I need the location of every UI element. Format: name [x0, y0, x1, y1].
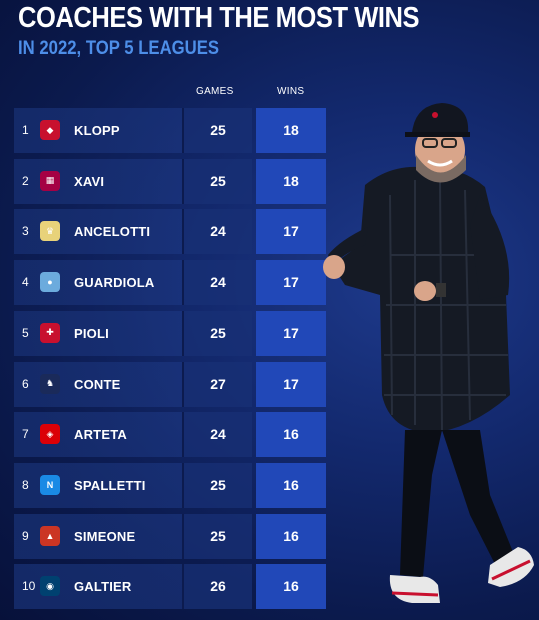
table-row: 6 ♞ CONTE 27 17 [14, 361, 326, 407]
coach-cell: 10 ◉ GALTIER [14, 564, 184, 610]
coach-cell: 4 ● GUARDIOLA [14, 260, 184, 306]
wins-cell: 16 [256, 513, 326, 559]
wins-value: 16 [283, 527, 299, 544]
games-value: 25 [210, 476, 226, 493]
column-header-games: GAMES [196, 86, 234, 97]
games-cell: 25 [184, 513, 252, 559]
games-cell: 25 [184, 462, 252, 508]
table-row: 10 ◉ GALTIER 26 16 [14, 564, 326, 610]
napoli-crest-icon: N [40, 474, 60, 495]
table-row: 3 ♛ ANCELOTTI 24 17 [14, 209, 326, 255]
table-row: 9 ▲ SIMEONE 25 16 [14, 513, 326, 559]
coach-cell: 1 ◆ KLOPP [14, 108, 184, 153]
wins-value: 18 [283, 172, 299, 189]
page-subtitle: IN 2022, TOP 5 LEAGUES [18, 38, 220, 59]
wins-cell: 16 [256, 412, 326, 458]
wins-cell: 17 [256, 209, 326, 255]
coach-name: PIOLI [74, 325, 109, 341]
games-value: 24 [210, 223, 226, 240]
rank-label: 1 [22, 123, 29, 137]
table-row: 5 ✚ PIOLI 25 17 [14, 310, 326, 356]
games-value: 24 [210, 426, 226, 443]
games-cell: 27 [184, 361, 252, 407]
coach-name: CONTE [74, 376, 121, 392]
rank-label: 9 [22, 528, 29, 543]
rank-label: 5 [22, 325, 29, 340]
wins-value: 17 [283, 274, 299, 291]
games-cell: 25 [184, 158, 252, 204]
coach-name: ANCELOTTI [74, 224, 151, 240]
coach-cell: 2 ▦ XAVI [14, 158, 184, 204]
wins-value: 16 [283, 426, 299, 443]
ac-milan-crest-icon: ✚ [40, 322, 60, 343]
wins-cell: 17 [256, 260, 326, 306]
coach-name: GUARDIOLA [74, 275, 155, 291]
rank-label: 4 [22, 275, 29, 290]
coach-name: XAVI [74, 173, 105, 189]
man-city-crest-icon: ● [40, 272, 60, 293]
table-row: 7 ◈ ARTETA 24 16 [14, 412, 326, 458]
wins-cell: 16 [256, 564, 326, 610]
games-value: 27 [210, 375, 226, 392]
rank-label: 3 [22, 224, 29, 239]
games-cell: 24 [184, 260, 252, 306]
coach-name: SIMEONE [74, 528, 136, 544]
coach-name: ARTETA [74, 427, 127, 443]
coach-name: KLOPP [74, 123, 120, 138]
rank-label: 6 [22, 376, 29, 391]
games-cell: 25 [184, 310, 252, 356]
games-cell: 24 [184, 209, 252, 255]
coach-name: GALTIER [74, 579, 132, 595]
column-header-wins: WINS [277, 86, 305, 97]
games-value: 25 [210, 527, 226, 544]
wins-value: 17 [283, 324, 299, 341]
coach-cell: 5 ✚ PIOLI [14, 310, 184, 356]
games-cell: 24 [184, 412, 252, 458]
wins-cell: 18 [256, 108, 326, 153]
wins-value: 16 [283, 578, 299, 595]
wins-cell: 16 [256, 462, 326, 508]
rank-label: 10 [22, 579, 36, 594]
games-value: 25 [210, 122, 226, 138]
coach-cell: 8 N SPALLETTI [14, 462, 184, 508]
tottenham-crest-icon: ♞ [40, 373, 60, 394]
atletico-crest-icon: ▲ [40, 525, 60, 546]
liverpool-crest-icon: ◆ [40, 120, 60, 140]
table-row: 4 ● GUARDIOLA 24 17 [14, 260, 326, 306]
games-value: 24 [210, 274, 226, 291]
table-row: 8 N SPALLETTI 25 16 [14, 462, 326, 508]
wins-value: 16 [283, 476, 299, 493]
rank-label: 2 [22, 173, 29, 188]
coach-cell: 7 ◈ ARTETA [14, 412, 184, 458]
coach-name: SPALLETTI [74, 477, 146, 493]
coach-cell: 3 ♛ ANCELOTTI [14, 209, 184, 255]
games-value: 25 [210, 172, 226, 189]
rank-label: 8 [22, 477, 29, 492]
games-value: 26 [210, 578, 226, 595]
psg-crest-icon: ◉ [40, 576, 60, 597]
coach-cell: 9 ▲ SIMEONE [14, 513, 184, 559]
arsenal-crest-icon: ◈ [40, 424, 60, 445]
coach-figure [323, 103, 534, 603]
wins-cell: 17 [256, 361, 326, 407]
table-row: 2 ▦ XAVI 25 18 [14, 158, 326, 204]
real-madrid-crest-icon: ♛ [40, 221, 60, 242]
games-cell: 25 [184, 108, 252, 153]
barcelona-crest-icon: ▦ [40, 170, 60, 191]
wins-cell: 17 [256, 310, 326, 356]
rank-label: 7 [22, 427, 29, 442]
table-row: 1 ◆ KLOPP 25 18 [14, 108, 326, 153]
games-value: 25 [210, 324, 226, 341]
games-cell: 26 [184, 564, 252, 610]
page-title: COACHES WITH THE MOST WINS [18, 2, 420, 34]
wins-value: 17 [283, 223, 299, 240]
wins-value: 17 [283, 375, 299, 392]
coach-cell: 6 ♞ CONTE [14, 361, 184, 407]
wins-value: 18 [283, 122, 299, 138]
wins-cell: 18 [256, 158, 326, 204]
